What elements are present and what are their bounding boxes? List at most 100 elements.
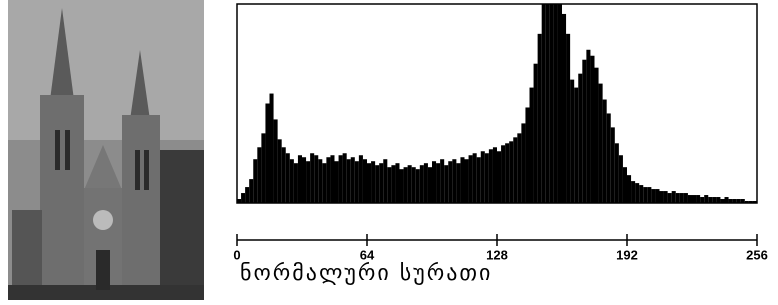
bar xyxy=(318,159,322,203)
bar xyxy=(387,167,391,203)
bar xyxy=(538,34,542,203)
bar xyxy=(261,133,265,203)
bar xyxy=(335,161,339,203)
bar xyxy=(631,181,635,203)
bar xyxy=(237,199,241,203)
x-tick-label: 256 xyxy=(746,247,768,262)
bar xyxy=(424,163,428,203)
bar xyxy=(595,68,599,203)
bar xyxy=(720,199,724,203)
bar xyxy=(306,161,310,203)
bar xyxy=(655,189,659,203)
bar xyxy=(326,157,330,203)
bar xyxy=(391,165,395,203)
bar xyxy=(725,197,729,203)
bar xyxy=(278,139,282,203)
bar xyxy=(704,195,708,203)
bar xyxy=(558,4,562,203)
bar xyxy=(477,157,481,203)
bar xyxy=(347,159,351,203)
bar xyxy=(408,165,412,203)
x-tick-label: 0 xyxy=(233,247,240,262)
bar xyxy=(554,4,558,203)
bar xyxy=(651,189,655,203)
bar xyxy=(505,143,509,203)
bar xyxy=(753,201,757,203)
bar xyxy=(603,100,607,203)
figure: ნორმალური სურათი 064128192256 xyxy=(0,0,778,305)
bar xyxy=(586,50,590,203)
bar xyxy=(428,167,432,203)
bar xyxy=(615,143,619,203)
bar xyxy=(412,167,416,203)
bar xyxy=(611,127,615,203)
bar xyxy=(647,187,651,203)
bar xyxy=(501,145,505,203)
bar xyxy=(436,163,440,203)
bar xyxy=(729,199,733,203)
bar xyxy=(404,167,408,203)
x-tick-label: 192 xyxy=(616,247,638,262)
bar xyxy=(619,155,623,203)
bar xyxy=(623,167,627,203)
bar xyxy=(298,155,302,203)
bar xyxy=(416,169,420,203)
bar xyxy=(570,80,574,203)
bar xyxy=(460,157,464,203)
bar xyxy=(322,163,326,203)
bar xyxy=(249,179,253,203)
bar xyxy=(599,84,603,203)
bar xyxy=(469,155,473,203)
bar xyxy=(420,165,424,203)
bar xyxy=(448,161,452,203)
bar xyxy=(708,197,712,203)
bar xyxy=(700,197,704,203)
bar xyxy=(274,119,278,203)
bar xyxy=(294,163,298,203)
bar xyxy=(741,199,745,203)
bar xyxy=(379,163,383,203)
bar xyxy=(639,185,643,203)
bar xyxy=(395,163,399,203)
bar xyxy=(270,94,274,203)
bar xyxy=(716,197,720,203)
bar xyxy=(534,64,538,203)
bar xyxy=(745,201,749,203)
bar xyxy=(749,201,753,203)
bar xyxy=(265,104,269,204)
bar xyxy=(660,191,664,203)
bar xyxy=(367,163,371,203)
bar xyxy=(530,88,534,203)
bar xyxy=(696,195,700,203)
bar xyxy=(688,195,692,203)
photo xyxy=(8,0,204,300)
bar xyxy=(692,195,696,203)
bar xyxy=(509,141,513,203)
bar xyxy=(668,193,672,203)
bar xyxy=(440,159,444,203)
bar xyxy=(371,161,375,203)
bar xyxy=(245,187,249,203)
bar xyxy=(737,199,741,203)
bar xyxy=(343,153,347,203)
bar xyxy=(363,159,367,203)
bar xyxy=(481,151,485,203)
bar xyxy=(257,147,261,203)
bar xyxy=(574,88,578,203)
bar xyxy=(339,155,343,203)
bar xyxy=(253,159,257,203)
bar xyxy=(542,4,546,203)
bar xyxy=(733,199,737,203)
bar xyxy=(672,191,676,203)
bar xyxy=(676,193,680,203)
bar xyxy=(282,147,286,203)
bar xyxy=(241,193,245,203)
bar xyxy=(684,193,688,203)
bar xyxy=(330,155,334,203)
bar xyxy=(607,113,611,203)
x-tick-label: 128 xyxy=(486,247,508,262)
bar xyxy=(286,153,290,203)
bar xyxy=(444,165,448,203)
bar xyxy=(302,157,306,203)
bar xyxy=(582,60,586,203)
